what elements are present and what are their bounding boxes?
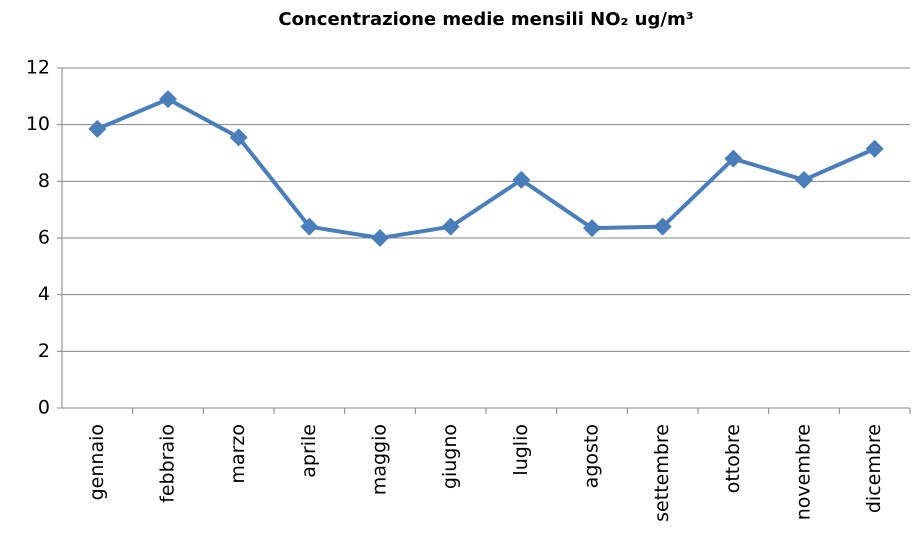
marker — [371, 229, 389, 247]
y-tick-label: 8 — [38, 170, 50, 192]
x-tick-label: gennaio — [86, 424, 108, 500]
marker — [865, 139, 884, 158]
line — [96, 97, 876, 240]
marker — [229, 128, 248, 147]
marker — [653, 217, 672, 236]
x-tick-label: settembre — [651, 424, 673, 522]
x-tick-label: giugno — [439, 424, 461, 489]
x-tick-label: maggio — [369, 424, 391, 495]
x-tick-label: febbraio — [157, 424, 179, 503]
y-tick-label: 2 — [38, 340, 50, 362]
marker — [441, 217, 460, 236]
chart-title: Concentrazione medie mensili NO₂ ug/m³ — [278, 9, 693, 30]
y-tick-label: 0 — [38, 397, 50, 419]
marker — [300, 217, 319, 236]
marker — [724, 149, 743, 168]
x-tick-label: marzo — [227, 424, 249, 484]
y-tick-label: 12 — [26, 57, 50, 79]
x-tick-label: dicembre — [863, 424, 885, 513]
y-tick-label: 4 — [38, 283, 50, 305]
x-tick-label: ottobre — [722, 424, 744, 493]
marker — [583, 219, 601, 238]
x-tick-label: aprile — [298, 424, 320, 478]
y-tick-label: 6 — [38, 227, 50, 249]
x-tick-label: novembre — [793, 424, 815, 520]
y-tick-label: 10 — [26, 113, 50, 135]
marker — [88, 119, 107, 138]
marker — [159, 90, 177, 109]
x-tick-label: luglio — [510, 424, 532, 476]
marker — [795, 170, 813, 189]
x-tick-label: agosto — [581, 424, 603, 488]
marker — [512, 170, 531, 189]
